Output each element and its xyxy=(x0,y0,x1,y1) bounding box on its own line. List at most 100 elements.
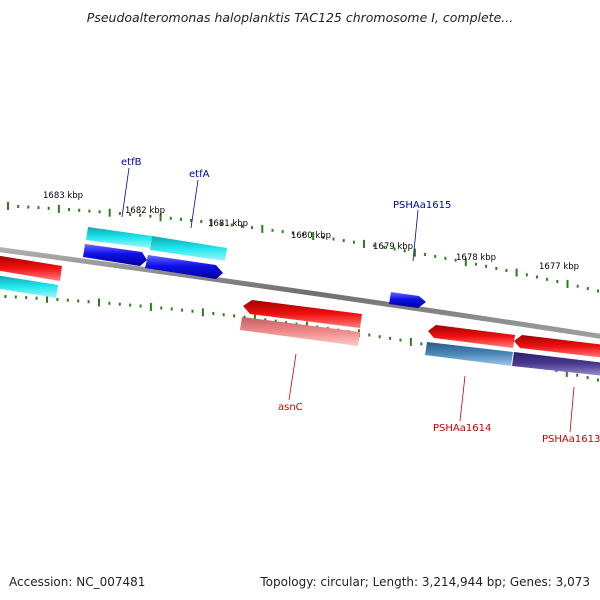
inner-ring-minor-tick xyxy=(576,373,579,377)
gene-PSHAa1614-cds-red[interactable] xyxy=(428,325,515,348)
gene-PSHAa1614-cds-steel[interactable] xyxy=(425,342,513,366)
scale-label-1683: 1683 kbp xyxy=(43,191,83,201)
outer-ring-minor-tick xyxy=(98,210,101,214)
inner-ring-minor-tick xyxy=(66,298,69,302)
outer-ring-minor-tick xyxy=(251,226,254,230)
scale-label-1678: 1678 kbp xyxy=(456,253,496,263)
inner-ring-minor-tick xyxy=(233,314,236,318)
leader-etfA xyxy=(190,179,199,229)
inner-ring-minor-tick xyxy=(139,304,142,308)
outer-ring-major-tick xyxy=(413,248,416,257)
inner-ring-minor-tick xyxy=(597,378,599,382)
chromosome-backbone xyxy=(0,247,600,339)
gene-label-asnC[interactable]: asnC xyxy=(278,402,303,413)
gene-etfB-cds-blue[interactable] xyxy=(83,244,147,266)
gene-PSHAa1613-cds-red[interactable] xyxy=(514,335,600,358)
inner-ring-minor-tick xyxy=(264,318,267,322)
leader-PSHAa1615 xyxy=(412,209,419,262)
outer-ring-minor-tick xyxy=(68,208,70,212)
outer-ring-minor-tick xyxy=(403,249,406,253)
outer-ring-major-tick xyxy=(566,279,569,288)
gene-left-cyan[interactable] xyxy=(0,275,58,298)
gene-asnC-cds-red[interactable] xyxy=(243,300,362,328)
outer-ring-minor-tick xyxy=(27,205,30,209)
inner-ring-major-tick xyxy=(409,337,412,346)
gene-label-PSHAa1615[interactable]: PSHAa1615 xyxy=(393,200,451,211)
outer-ring-major-tick xyxy=(261,224,264,233)
inner-ring-minor-tick xyxy=(4,295,7,298)
gene-etfA-cds-cyan[interactable] xyxy=(150,236,227,261)
gene-label-etfB[interactable]: etfB xyxy=(121,157,142,168)
outer-ring-minor-tick xyxy=(454,258,457,262)
outer-ring-minor-tick xyxy=(220,222,223,226)
outer-ring-minor-tick xyxy=(424,253,427,256)
outer-ring-minor-tick xyxy=(322,236,325,239)
outer-ring-minor-tick xyxy=(129,212,132,216)
inner-ring-major-tick xyxy=(46,294,48,303)
outer-ring-major-tick xyxy=(210,218,213,227)
outer-ring-minor-tick xyxy=(230,223,233,227)
inner-ring-minor-tick xyxy=(389,336,392,340)
gene-label-etfA[interactable]: etfA xyxy=(189,169,210,180)
gene-label-PSHAa1614[interactable]: PSHAa1614 xyxy=(433,423,491,434)
inner-ring-minor-tick xyxy=(586,376,589,380)
outer-ring-minor-tick xyxy=(393,247,396,251)
outer-ring-minor-tick xyxy=(546,277,549,281)
gene-etfA-cds-blue[interactable] xyxy=(145,255,223,279)
outer-ring-minor-tick xyxy=(47,206,50,210)
outer-ring-minor-tick xyxy=(556,280,559,283)
outer-ring-major-tick xyxy=(108,208,111,217)
outer-ring-minor-tick xyxy=(281,230,284,234)
scale-label-1680: 1680 kbp xyxy=(291,231,331,241)
outer-ring-minor-tick xyxy=(149,214,152,218)
outer-ring-minor-tick xyxy=(78,208,81,212)
inner-ring-minor-tick xyxy=(243,315,246,319)
inner-ring-minor-tick xyxy=(399,338,402,342)
scale-label-1677: 1677 kbp xyxy=(539,262,579,272)
inner-ring-major-tick xyxy=(253,314,256,323)
gene-PSHAa1613-cds-purple[interactable] xyxy=(512,352,600,376)
gene-asnC-cds-pink[interactable] xyxy=(240,317,360,346)
scale-label-1682: 1682 kbp xyxy=(125,206,165,216)
inner-ring-minor-tick xyxy=(274,319,277,323)
outer-ring-minor-tick xyxy=(302,233,304,236)
outer-ring-minor-tick xyxy=(179,217,182,221)
gene-label-PSHAa1613[interactable]: PSHAa1613 xyxy=(542,434,600,445)
leader-asnC xyxy=(288,353,297,401)
outer-ring-minor-tick xyxy=(576,284,579,288)
outer-ring-minor-tick xyxy=(536,275,538,279)
inner-ring-minor-tick xyxy=(285,321,288,325)
inner-ring-minor-tick xyxy=(108,301,111,305)
outer-ring-minor-tick xyxy=(88,209,91,213)
inner-ring-minor-tick xyxy=(118,302,121,306)
inner-ring-minor-tick xyxy=(170,307,173,311)
outer-ring-minor-tick xyxy=(169,216,172,220)
outer-ring-major-tick xyxy=(57,204,60,213)
inner-ring-major-tick xyxy=(565,368,568,377)
inner-ring-minor-tick xyxy=(160,306,163,310)
outer-ring-major-tick xyxy=(464,258,467,267)
inner-ring-minor-tick xyxy=(56,298,59,301)
outer-ring-minor-tick xyxy=(352,240,355,244)
outer-ring-minor-tick xyxy=(139,213,142,217)
outer-ring-minor-tick xyxy=(37,206,40,210)
inner-ring-minor-tick xyxy=(420,342,423,346)
outer-ring-minor-tick xyxy=(383,245,386,249)
outer-ring-minor-tick xyxy=(190,218,193,222)
outer-ring-minor-tick xyxy=(505,269,508,272)
inner-ring-minor-tick xyxy=(77,299,80,303)
gene-etfB-cds-cyan[interactable] xyxy=(86,227,152,248)
gene-PSHAa1615-cds[interactable] xyxy=(389,292,426,308)
leader-PSHAa1614 xyxy=(459,375,466,422)
inner-ring-minor-tick xyxy=(35,296,38,300)
map-title: Pseudoalteromonas haloplanktis TAC125 ch… xyxy=(87,10,513,25)
outer-ring-minor-tick xyxy=(291,231,294,235)
outer-ring-minor-tick xyxy=(271,228,274,232)
outer-ring-major-tick xyxy=(312,232,315,240)
outer-ring-minor-tick xyxy=(485,264,488,268)
accession-text: Accession: NC_007481 xyxy=(9,575,146,589)
leader-etfB xyxy=(121,167,130,218)
gene-left-red[interactable] xyxy=(0,255,62,281)
inner-ring-minor-tick xyxy=(191,309,194,313)
